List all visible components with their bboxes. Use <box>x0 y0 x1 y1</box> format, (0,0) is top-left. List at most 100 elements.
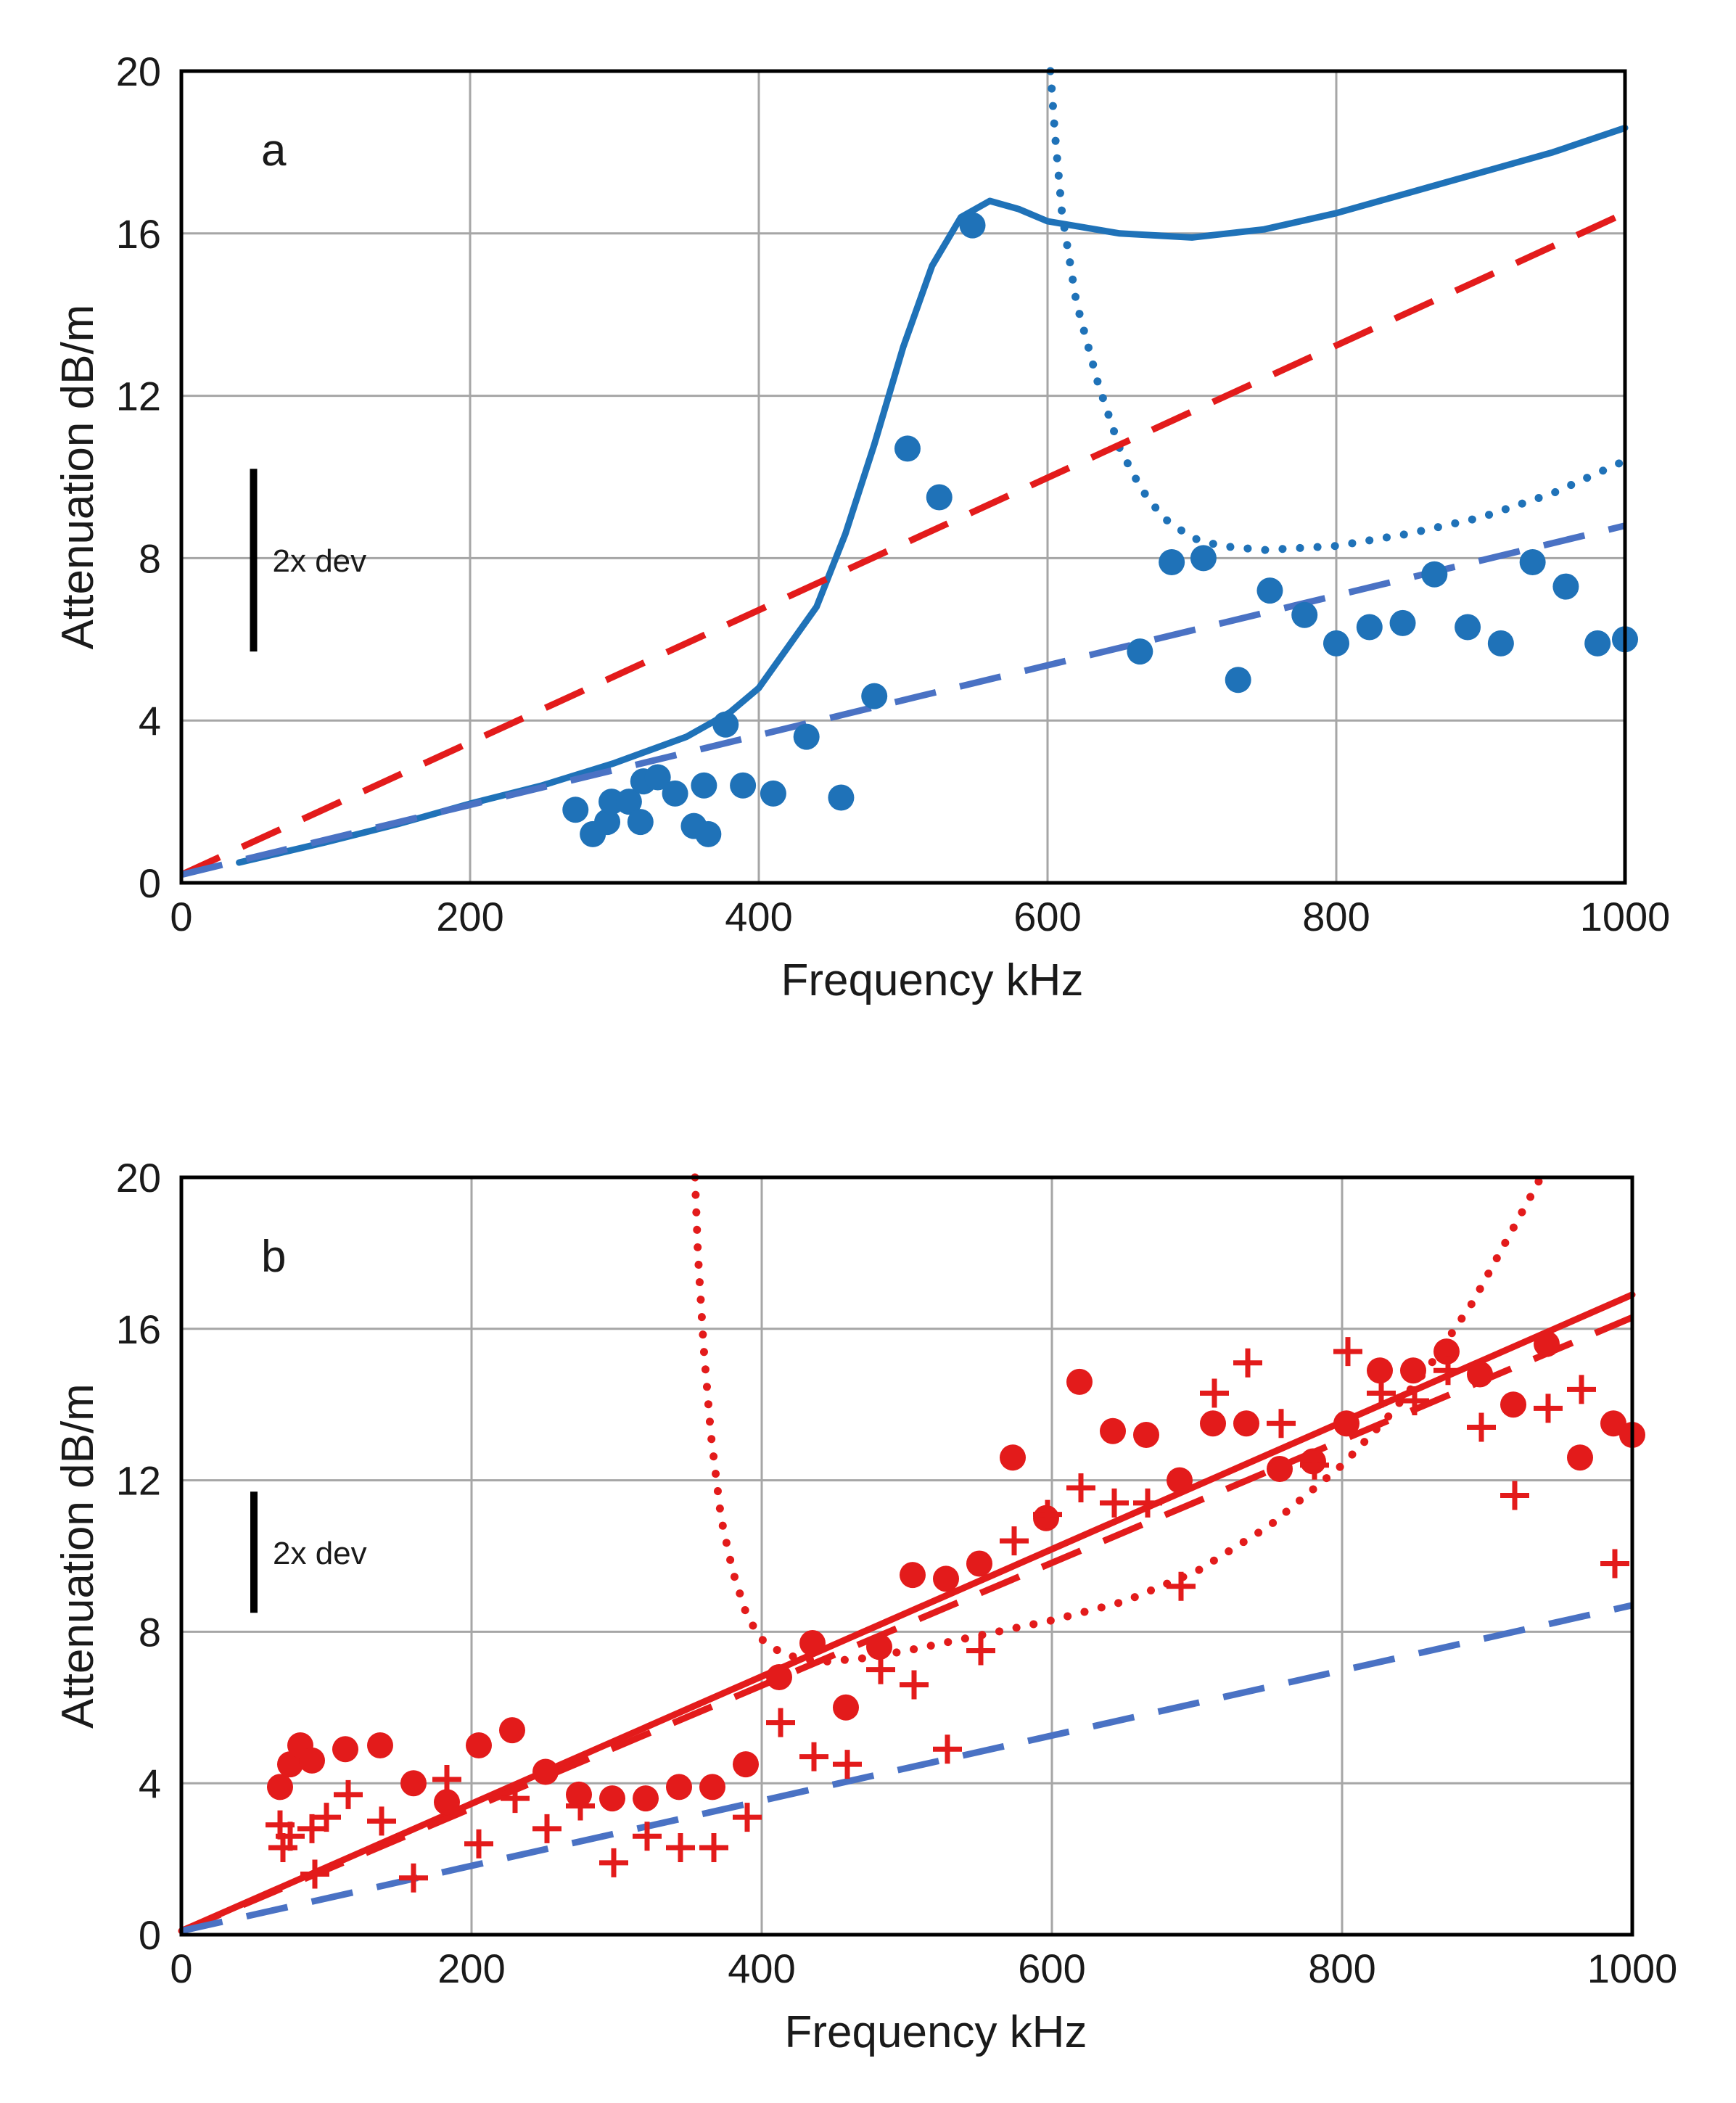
data-point <box>691 772 717 799</box>
data-point-cross <box>501 1784 530 1814</box>
data-point <box>1519 548 1546 575</box>
data-point-cross <box>633 1822 662 1851</box>
plot-area <box>181 1177 1632 1935</box>
data-point <box>1291 601 1318 628</box>
data-point-cross <box>1100 1488 1129 1518</box>
data-point-cross <box>1267 1409 1296 1439</box>
data-point <box>1225 667 1251 694</box>
x-tick-label: 200 <box>437 1946 505 1991</box>
chart-a: 0 200 400 600 800 1000 0 4 8 12 16 20 a 2x dev Frequen… <box>53 49 1671 1005</box>
plot-area <box>181 71 1625 883</box>
data-point <box>1389 609 1416 636</box>
data-point <box>1600 1410 1626 1437</box>
data-point <box>1584 630 1611 657</box>
data-point <box>866 1634 892 1660</box>
data-point-cross <box>1534 1394 1563 1423</box>
data-point <box>1421 561 1448 588</box>
data-point <box>926 484 953 511</box>
x-axis-title: Frequency kHz <box>781 955 1084 1005</box>
data-point <box>1190 545 1217 572</box>
data-point <box>1066 1368 1093 1395</box>
panel-label: a <box>261 125 287 176</box>
data-point <box>1133 1421 1159 1448</box>
data-point <box>861 683 888 709</box>
data-point <box>712 711 739 738</box>
x-tick-label: 400 <box>725 894 792 939</box>
panel-label: b <box>261 1232 286 1282</box>
data-point <box>1000 1444 1026 1471</box>
x-tick-label: 800 <box>1302 894 1370 939</box>
data-point <box>400 1770 427 1797</box>
data-point <box>662 780 688 807</box>
x-tick-label: 800 <box>1308 1946 1375 1991</box>
data-point <box>499 1717 525 1744</box>
data-point <box>1467 1361 1493 1388</box>
data-point <box>633 1785 659 1812</box>
data-point-cross <box>300 1859 329 1889</box>
data-point <box>1333 1410 1359 1437</box>
data-point <box>1356 614 1383 641</box>
data-point <box>532 1758 559 1785</box>
dev-bar-label: 2x dev <box>273 1536 367 1571</box>
plot-frame <box>179 1175 1634 1937</box>
y-tick-label: 20 <box>116 49 161 94</box>
data-point <box>1487 630 1514 657</box>
data-point <box>1455 614 1481 641</box>
y-tick-label: 0 <box>139 860 161 906</box>
data-point <box>695 820 722 847</box>
y-tick-label: 8 <box>139 1609 161 1655</box>
y-tick-label: 16 <box>116 1306 161 1352</box>
data-point-cross <box>733 1803 762 1832</box>
data-point <box>594 809 621 836</box>
data-point-cross <box>1167 1571 1196 1601</box>
data-point-cross <box>599 1848 628 1877</box>
data-point-cross <box>334 1779 363 1809</box>
data-point-cross <box>666 1832 695 1862</box>
chart-panel-b: 0 200 400 600 800 1000 0 4 8 12 16 20 b 2x dev Frequen… <box>0 1103 1736 2103</box>
data-point-cross <box>566 1791 595 1821</box>
y-tick-label: 4 <box>139 698 161 744</box>
data-point-cross <box>833 1750 862 1779</box>
data-point <box>933 1565 959 1592</box>
data-point <box>1200 1410 1226 1437</box>
data-point-cross <box>1567 1375 1596 1404</box>
data-point <box>1159 548 1185 575</box>
y-tick-label: 16 <box>116 211 161 257</box>
data-point-cross <box>1133 1488 1162 1518</box>
data-point <box>959 212 986 239</box>
x-tick-label: 600 <box>1013 894 1081 939</box>
data-point-cross <box>1233 1348 1262 1378</box>
data-point <box>434 1789 460 1816</box>
data-point-cross <box>312 1803 341 1832</box>
data-point-cross <box>766 1708 795 1737</box>
y-tick-label: 20 <box>116 1155 161 1201</box>
data-point-cross <box>1066 1473 1095 1503</box>
data-point <box>599 1785 625 1812</box>
data-point <box>562 797 589 823</box>
data-point-cross <box>432 1764 461 1794</box>
data-point-cross <box>1300 1450 1329 1480</box>
data-point <box>900 1562 926 1589</box>
data-point <box>299 1747 325 1774</box>
data-point <box>666 1774 692 1800</box>
x-tick-label: 1000 <box>1587 1946 1678 1991</box>
data-point <box>367 1732 393 1758</box>
dev-bar-label: 2x dev <box>273 543 367 579</box>
series-line-dashed <box>181 1602 1633 1935</box>
data-point-cross <box>933 1734 962 1764</box>
data-point <box>1323 630 1349 657</box>
series-line-solid <box>236 124 1629 866</box>
x-tick-label: 200 <box>436 894 503 939</box>
data-point-cross <box>866 1655 895 1684</box>
data-point <box>828 784 855 811</box>
data-point-cross <box>1033 1499 1062 1529</box>
x-tick-label: 1000 <box>1580 894 1671 939</box>
data-point <box>332 1736 358 1763</box>
data-point-cross <box>399 1863 428 1893</box>
data-point <box>1567 1444 1593 1471</box>
data-point <box>1256 577 1283 604</box>
chart-panel-a: 0 200 400 600 800 1000 0 4 8 12 16 20 a 2x dev Frequen… <box>0 0 1736 1030</box>
data-point-cross <box>532 1814 561 1843</box>
data-point <box>267 1774 293 1800</box>
y-tick-label: 12 <box>116 1458 161 1504</box>
